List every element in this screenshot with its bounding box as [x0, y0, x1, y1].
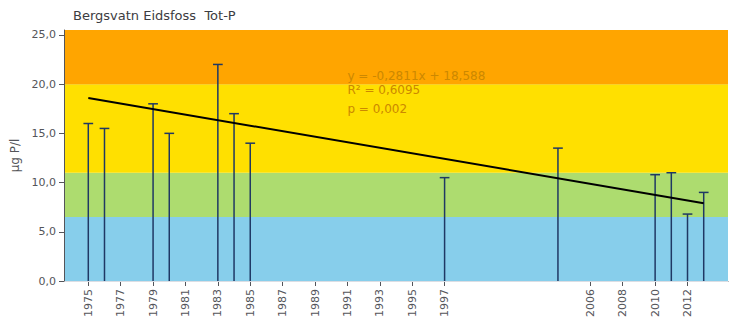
svg-text:15,0: 15,0	[32, 127, 57, 140]
svg-text:1993: 1993	[373, 289, 386, 317]
svg-text:1989: 1989	[309, 289, 322, 317]
svg-text:1979: 1979	[147, 289, 160, 317]
svg-text:1991: 1991	[341, 289, 354, 317]
svg-text:1997: 1997	[438, 289, 451, 317]
svg-text:1985: 1985	[244, 289, 257, 317]
svg-text:2012: 2012	[681, 289, 694, 317]
svg-text:2010: 2010	[649, 289, 662, 317]
svg-text:1983: 1983	[211, 289, 224, 317]
svg-text:1995: 1995	[406, 289, 419, 317]
svg-text:1977: 1977	[114, 289, 127, 317]
svg-text:2006: 2006	[584, 289, 597, 317]
svg-text:1975: 1975	[82, 289, 95, 317]
svg-text:2008: 2008	[616, 289, 629, 317]
svg-text:Bergsvatn Eidsfoss Tot-P: Bergsvatn Eidsfoss Tot-P	[73, 8, 236, 23]
svg-text:0,0: 0,0	[39, 275, 57, 288]
svg-text:µg P/l: µg P/l	[8, 139, 22, 173]
svg-text:25,0: 25,0	[32, 28, 57, 41]
svg-text:R² = 0,6095: R² = 0,6095	[347, 83, 420, 97]
svg-text:20,0: 20,0	[32, 78, 57, 91]
svg-text:p = 0,002: p = 0,002	[347, 102, 407, 116]
svg-text:10,0: 10,0	[32, 176, 57, 189]
svg-text:5,0: 5,0	[39, 225, 57, 238]
svg-text:1987: 1987	[276, 289, 289, 317]
svg-text:1981: 1981	[179, 289, 192, 317]
svg-text:y = -0,2811x + 18,588: y = -0,2811x + 18,588	[347, 69, 485, 83]
